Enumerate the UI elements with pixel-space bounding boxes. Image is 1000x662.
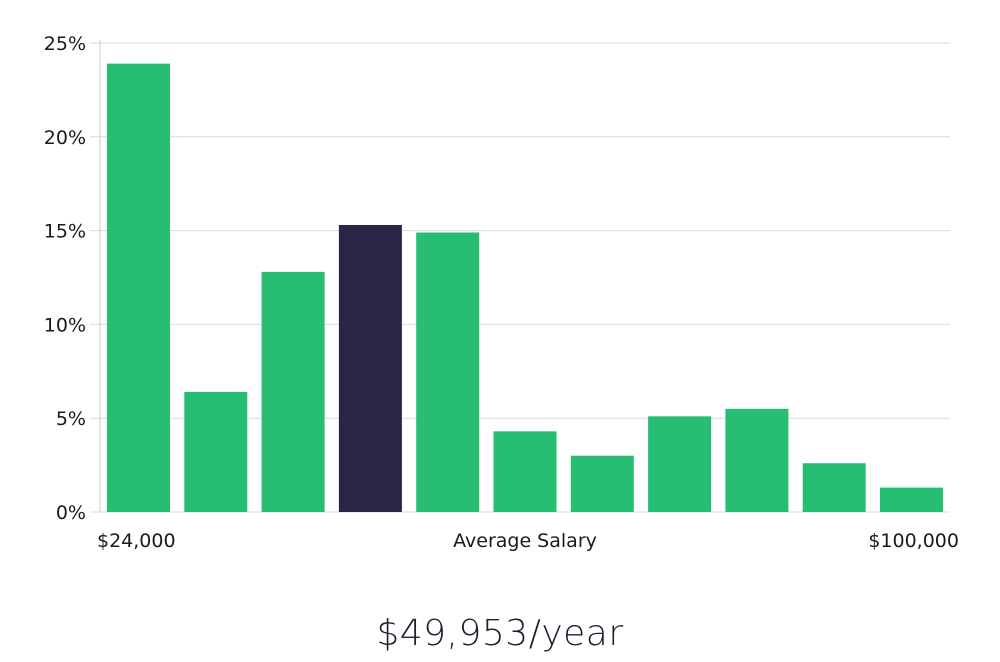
y-tick-label: 5% <box>56 408 86 430</box>
bar <box>725 408 789 512</box>
salary-histogram: 0%5%10%15%20%25% $24,000 Average Salary … <box>44 33 959 552</box>
y-tick-label: 0% <box>56 502 86 524</box>
y-tick-label: 20% <box>44 127 86 149</box>
bar <box>184 391 248 512</box>
average-salary-value: $49,953/year <box>376 613 624 654</box>
bar <box>802 463 866 512</box>
y-axis-ticks: 0% 5% 10% 15% 20% 25% <box>44 33 86 524</box>
bar-highlighted <box>338 224 402 513</box>
bar <box>648 416 712 512</box>
y-tick-label: 10% <box>44 314 86 336</box>
x-axis-left-label: $24,000 <box>97 530 176 552</box>
bar <box>261 271 325 512</box>
bar <box>880 487 943 512</box>
bar <box>493 431 557 512</box>
y-tick-label: 15% <box>44 221 86 243</box>
bar <box>570 455 634 512</box>
x-axis-center-label: Average Salary <box>453 530 597 552</box>
bar <box>107 63 170 513</box>
bar <box>416 232 480 512</box>
x-axis-right-label: $100,000 <box>868 530 959 552</box>
y-tick-label: 25% <box>44 33 86 55</box>
bars <box>107 63 943 513</box>
